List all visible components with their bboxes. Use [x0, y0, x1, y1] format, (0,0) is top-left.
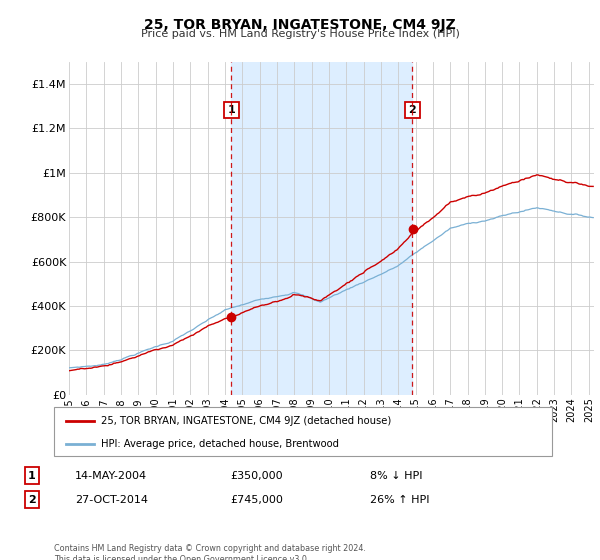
- Text: Contains HM Land Registry data © Crown copyright and database right 2024.
This d: Contains HM Land Registry data © Crown c…: [54, 544, 366, 560]
- Text: 14-MAY-2004: 14-MAY-2004: [75, 471, 147, 481]
- Text: £745,000: £745,000: [230, 495, 283, 505]
- Text: HPI: Average price, detached house, Brentwood: HPI: Average price, detached house, Bren…: [101, 439, 340, 449]
- Text: 2: 2: [28, 495, 36, 505]
- Text: 25, TOR BRYAN, INGATESTONE, CM4 9JZ: 25, TOR BRYAN, INGATESTONE, CM4 9JZ: [144, 18, 456, 32]
- Text: £350,000: £350,000: [230, 471, 283, 481]
- Bar: [232, 62, 412, 395]
- Text: Price paid vs. HM Land Registry's House Price Index (HPI): Price paid vs. HM Land Registry's House …: [140, 29, 460, 39]
- Text: 27-OCT-2014: 27-OCT-2014: [75, 495, 148, 505]
- Text: 2: 2: [409, 105, 416, 115]
- Text: 1: 1: [227, 105, 235, 115]
- Text: 25, TOR BRYAN, INGATESTONE, CM4 9JZ (detached house): 25, TOR BRYAN, INGATESTONE, CM4 9JZ (det…: [101, 416, 392, 426]
- Text: 8% ↓ HPI: 8% ↓ HPI: [370, 471, 422, 481]
- FancyBboxPatch shape: [54, 407, 552, 456]
- Text: 1: 1: [28, 471, 36, 481]
- Text: 26% ↑ HPI: 26% ↑ HPI: [370, 495, 430, 505]
